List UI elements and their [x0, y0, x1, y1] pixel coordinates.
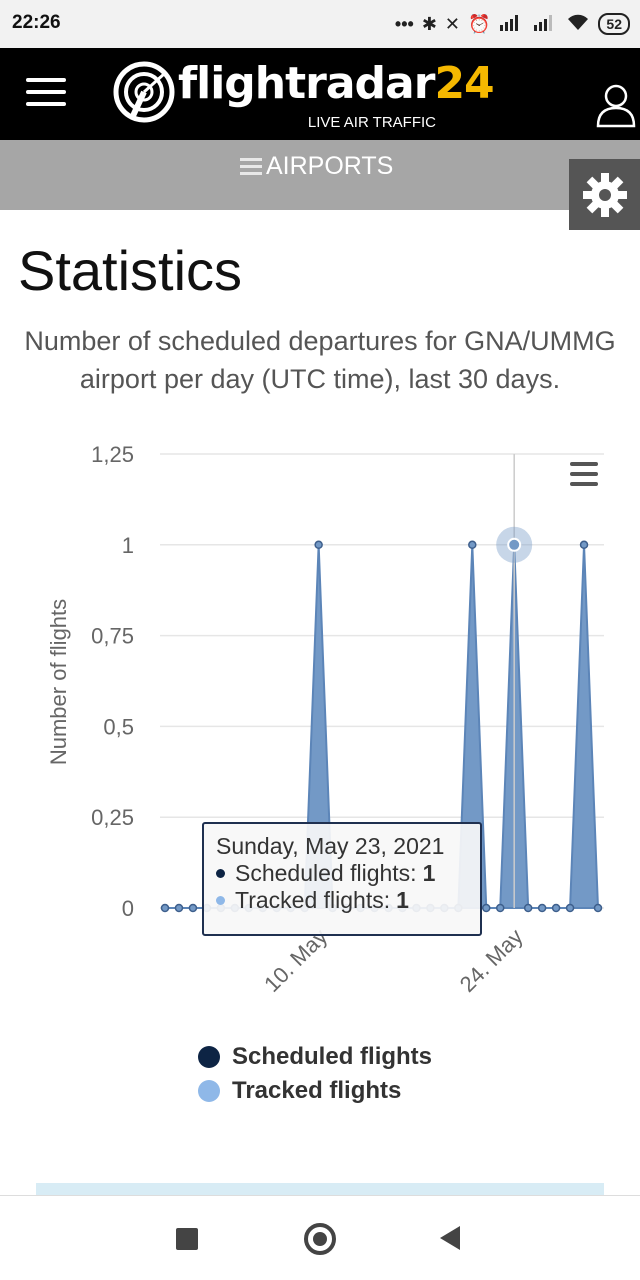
y-tick-label: 0,25 — [91, 805, 134, 830]
tooltip-row-tracked: Tracked flights: 1 — [216, 887, 468, 914]
chart-menu-icon[interactable] — [570, 462, 598, 486]
back-button[interactable] — [440, 1226, 460, 1250]
scheduled-dot-icon — [216, 869, 225, 878]
tooltip-tracked-value: 1 — [396, 887, 409, 913]
alarm-icon: ⏰ — [468, 13, 491, 34]
data-point — [565, 903, 575, 913]
tooltip-scheduled-value: 1 — [422, 860, 436, 886]
logo-main: flightradar — [178, 58, 435, 109]
legend-swatch-tracked — [198, 1080, 220, 1102]
legend-label-scheduled: Scheduled flights — [232, 1043, 433, 1070]
battery-icon: 52 — [598, 13, 630, 35]
home-button[interactable] — [304, 1223, 336, 1255]
legend-label-tracked: Tracked flights — [232, 1077, 402, 1104]
page-title: Statistics — [18, 239, 243, 302]
data-point — [174, 903, 184, 913]
y-tick-label: 1 — [122, 533, 134, 558]
settings-button[interactable] — [569, 159, 640, 230]
flightradar24-logo[interactable]: flightradar24 LIVE AIR TRAFFIC — [112, 58, 495, 134]
y-tick-label: 0,75 — [91, 624, 134, 649]
data-point — [507, 537, 522, 552]
gear-icon — [582, 172, 627, 217]
menu-icon[interactable] — [26, 78, 66, 108]
app-header: flightradar24 LIVE AIR TRAFFIC — [0, 48, 640, 140]
legend-item-scheduled[interactable]: Scheduled flights — [198, 1040, 432, 1074]
tracked-dot-icon — [216, 896, 225, 905]
data-point — [160, 903, 170, 913]
chart-legend: Scheduled flights Tracked flights — [198, 1040, 432, 1108]
logo-wordmark: flightradar24 — [178, 58, 495, 109]
data-point — [593, 903, 603, 913]
status-time: 22:26 — [12, 12, 61, 33]
list-icon — [240, 154, 262, 179]
chart-title: Number of scheduled departures for GNA/U… — [24, 326, 616, 394]
status-icons: ••• ✱ ✕ ⏰ 52 — [395, 10, 630, 38]
more-dots-icon: ••• — [394, 13, 414, 34]
logo-tagline: LIVE AIR TRAFFIC — [307, 114, 436, 131]
signal-icon — [532, 13, 558, 36]
logo-number: 24 — [434, 58, 494, 109]
y-tick-label: 0 — [122, 896, 134, 921]
status-bar: 22:26 ••• ✱ ✕ ⏰ 52 — [0, 0, 640, 48]
signal-icon — [498, 13, 524, 36]
y-tick-label: 1,25 — [91, 442, 134, 467]
data-point — [314, 540, 323, 550]
data-point — [551, 903, 561, 913]
content-panel — [36, 1183, 604, 1195]
tooltip-scheduled-label: Scheduled flights: — [235, 860, 417, 886]
data-point — [579, 540, 589, 550]
data-point — [537, 903, 547, 913]
wifi-icon — [566, 13, 590, 36]
tooltip-date: Sunday, May 23, 2021 — [216, 833, 445, 859]
airports-label: AIRPORTS — [266, 152, 394, 180]
airports-bar[interactable]: AIRPORTS — [0, 140, 640, 210]
bluetooth-icon: ✱ — [421, 13, 437, 34]
chart-tooltip: Sunday, May 23, 2021 Scheduled flights: … — [202, 822, 482, 936]
legend-item-tracked[interactable]: Tracked flights — [198, 1074, 432, 1108]
data-point — [495, 903, 505, 913]
y-axis-label: Number of flights — [46, 599, 71, 765]
data-point — [523, 903, 533, 913]
airports-menu[interactable]: AIRPORTS — [240, 152, 393, 181]
user-icon[interactable] — [596, 84, 636, 128]
tooltip-row-scheduled: Scheduled flights: 1 — [216, 860, 468, 887]
data-point — [468, 540, 477, 550]
legend-swatch-scheduled — [198, 1046, 220, 1068]
data-point — [482, 903, 491, 913]
mute-icon: ✕ — [444, 13, 460, 34]
radar-icon — [113, 61, 175, 123]
recents-button[interactable] — [176, 1228, 198, 1250]
tooltip-tracked-label: Tracked flights: — [235, 887, 391, 913]
y-tick-label: 0,5 — [103, 714, 134, 739]
system-nav-bar — [0, 1195, 640, 1280]
data-point — [188, 903, 198, 913]
